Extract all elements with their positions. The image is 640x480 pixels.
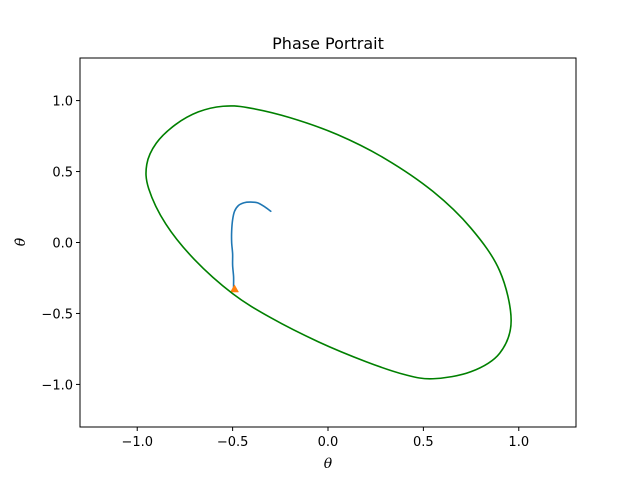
- y-tick-label: 1.0: [52, 95, 73, 110]
- plot-layer: [145, 105, 512, 380]
- y-axis-ticks: −1.0 −0.5 0.0 0.5 1.0: [41, 95, 80, 393]
- x-tick-label: 0.5: [413, 435, 434, 450]
- trajectory-line: [230, 201, 272, 292]
- chart-title: Phase Portrait: [272, 34, 384, 53]
- x-tick-label: −1.0: [121, 435, 153, 450]
- x-axis-label: θ: [324, 456, 333, 472]
- x-tick-label: 0.0: [318, 435, 339, 450]
- x-axis-ticks: −1.0 −0.5 0.0 0.5 1.0: [121, 427, 529, 450]
- x-tick-label: −0.5: [217, 435, 249, 450]
- y-tick-label: −0.5: [41, 307, 73, 322]
- limit-cycle-curve: [145, 105, 512, 380]
- y-tick-label: 0.5: [52, 166, 73, 181]
- x-tick-label: 1.0: [508, 435, 529, 450]
- plot-frame: [79, 57, 577, 428]
- y-axis-label: θ̇: [13, 237, 29, 246]
- trajectory-end-marker: [230, 284, 240, 293]
- y-tick-label: −1.0: [41, 378, 73, 393]
- y-tick-label: 0.0: [52, 237, 73, 252]
